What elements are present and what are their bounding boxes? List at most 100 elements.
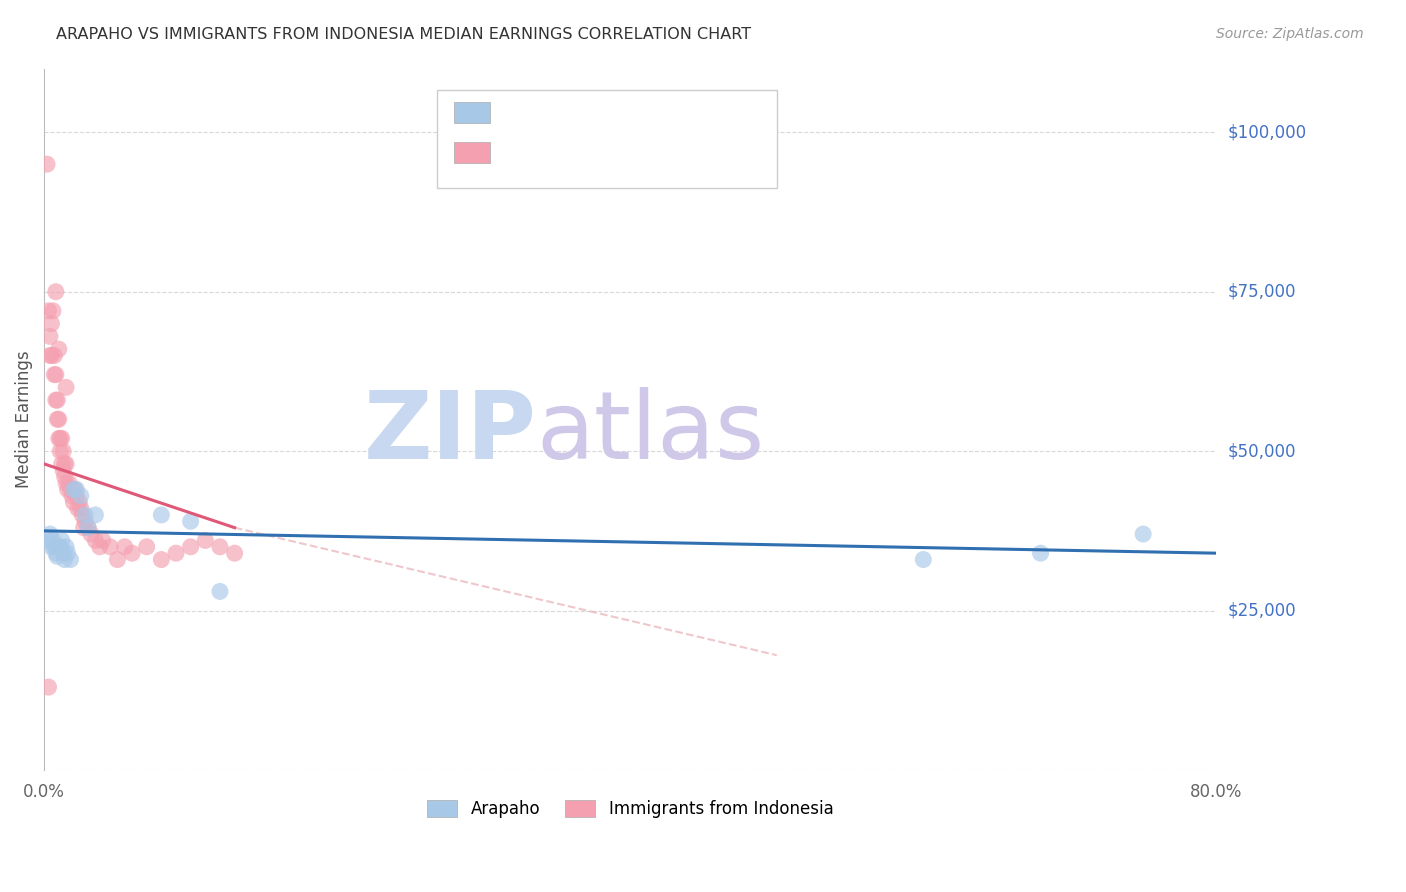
Point <box>39 349 62 363</box>
Point <box>45 368 67 382</box>
Point <box>1132 527 1154 541</box>
Text: $25,000: $25,000 <box>1227 601 1296 620</box>
Point <box>75 514 97 528</box>
Point <box>912 552 935 566</box>
Point <box>49 444 72 458</box>
Point <box>63 483 86 497</box>
Point <box>75 508 97 522</box>
Point <box>45 285 67 299</box>
Point <box>56 546 79 560</box>
Text: $100,000: $100,000 <box>1227 123 1306 141</box>
Point <box>46 549 69 564</box>
Point <box>58 476 80 491</box>
Bar <box>454 103 489 123</box>
Point <box>84 508 107 522</box>
Point <box>165 546 187 560</box>
Point <box>35 157 58 171</box>
Point <box>65 489 87 503</box>
Y-axis label: Median Earnings: Median Earnings <box>15 351 32 488</box>
Point <box>48 412 70 426</box>
Point <box>66 501 89 516</box>
Text: ZIP: ZIP <box>364 387 537 479</box>
Point <box>42 533 65 548</box>
Point <box>224 546 246 560</box>
Point <box>1029 546 1052 560</box>
Point <box>39 329 62 343</box>
Point <box>45 393 67 408</box>
Point <box>46 393 69 408</box>
Point <box>121 546 143 560</box>
Point <box>53 457 76 471</box>
Text: Source: ZipAtlas.com: Source: ZipAtlas.com <box>1216 27 1364 41</box>
Point <box>56 483 79 497</box>
Point <box>135 540 157 554</box>
Text: N = 27: N = 27 <box>643 103 710 121</box>
Bar <box>437 89 776 188</box>
Point <box>38 680 60 694</box>
Point <box>41 349 63 363</box>
Point <box>77 521 100 535</box>
Point <box>49 540 72 554</box>
Point <box>48 342 70 356</box>
Point <box>51 457 73 471</box>
Point <box>67 495 90 509</box>
Point <box>77 521 100 535</box>
Text: $75,000: $75,000 <box>1227 283 1296 301</box>
Point <box>42 303 65 318</box>
Point <box>194 533 217 548</box>
Point <box>44 540 66 554</box>
Point <box>208 540 231 554</box>
Point <box>52 444 75 458</box>
Point <box>69 489 91 503</box>
Point <box>70 508 93 522</box>
Point <box>53 552 76 566</box>
Legend: Arapaho, Immigrants from Indonesia: Arapaho, Immigrants from Indonesia <box>420 793 839 825</box>
Point <box>55 476 77 491</box>
Point <box>51 431 73 445</box>
Point <box>62 495 84 509</box>
Point <box>51 533 73 548</box>
Point <box>150 508 173 522</box>
Point <box>41 540 63 554</box>
Point <box>38 303 60 318</box>
Point <box>46 412 69 426</box>
Point <box>114 540 136 554</box>
Bar <box>454 142 489 163</box>
Point <box>48 540 70 554</box>
Point <box>98 540 121 554</box>
Point <box>41 317 63 331</box>
Point <box>65 483 87 497</box>
Point <box>52 546 75 560</box>
Point <box>39 527 62 541</box>
Point <box>180 514 202 528</box>
Point <box>45 546 67 560</box>
Point <box>59 552 82 566</box>
Text: ARAPAHO VS IMMIGRANTS FROM INDONESIA MEDIAN EARNINGS CORRELATION CHART: ARAPAHO VS IMMIGRANTS FROM INDONESIA MED… <box>56 27 751 42</box>
Point <box>49 431 72 445</box>
Point <box>73 521 96 535</box>
Point <box>55 540 77 554</box>
Point <box>44 349 66 363</box>
Point <box>48 431 70 445</box>
Point <box>60 489 83 503</box>
Text: R = -0.224: R = -0.224 <box>502 144 607 161</box>
Point <box>91 533 114 548</box>
Point <box>80 527 103 541</box>
Point <box>84 533 107 548</box>
Point <box>180 540 202 554</box>
Point <box>55 457 77 471</box>
Point <box>52 463 75 477</box>
Point <box>44 368 66 382</box>
Point <box>62 483 84 497</box>
Text: $50,000: $50,000 <box>1227 442 1296 460</box>
Point <box>150 552 173 566</box>
Point <box>38 533 60 548</box>
Point <box>208 584 231 599</box>
Point <box>89 540 111 554</box>
Point <box>55 380 77 394</box>
Point <box>69 501 91 516</box>
Text: N = 57: N = 57 <box>643 144 710 161</box>
Point <box>105 552 128 566</box>
Point <box>59 483 82 497</box>
Text: atlas: atlas <box>537 387 765 479</box>
